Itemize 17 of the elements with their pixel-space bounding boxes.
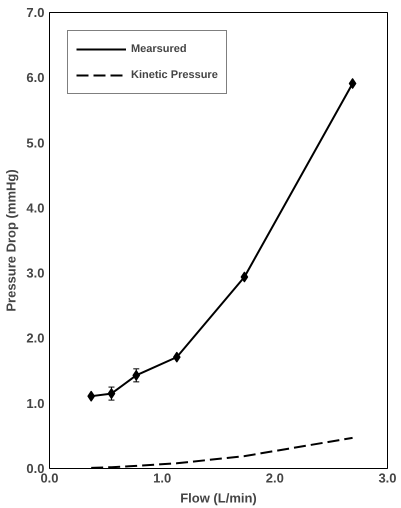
y-tick-label: 7.0: [26, 5, 45, 20]
legend-label: Kinetic Pressure: [131, 69, 218, 81]
line-series: [90, 436, 354, 468]
x-axis-title: Flow (L/min): [180, 490, 257, 506]
legend-label: Mearsured: [131, 43, 187, 55]
y-tick-label: 6.0: [26, 70, 45, 86]
y-tick-label: 5.0: [26, 135, 45, 150]
y-tick-label: 2.0: [26, 330, 45, 346]
point: [172, 352, 181, 363]
y-tick-label: 3.0: [26, 266, 45, 281]
y-tick-label: 4.0: [26, 200, 45, 216]
point: [87, 390, 96, 402]
y-axis-title: Pressure Drop (mmHg): [3, 169, 18, 312]
x-tick-label: 3.0: [378, 470, 397, 486]
x-tick-label: 1.0: [153, 470, 172, 486]
x-tick-label: 2.0: [266, 470, 284, 486]
y-tick-label: 1.0: [26, 396, 45, 411]
